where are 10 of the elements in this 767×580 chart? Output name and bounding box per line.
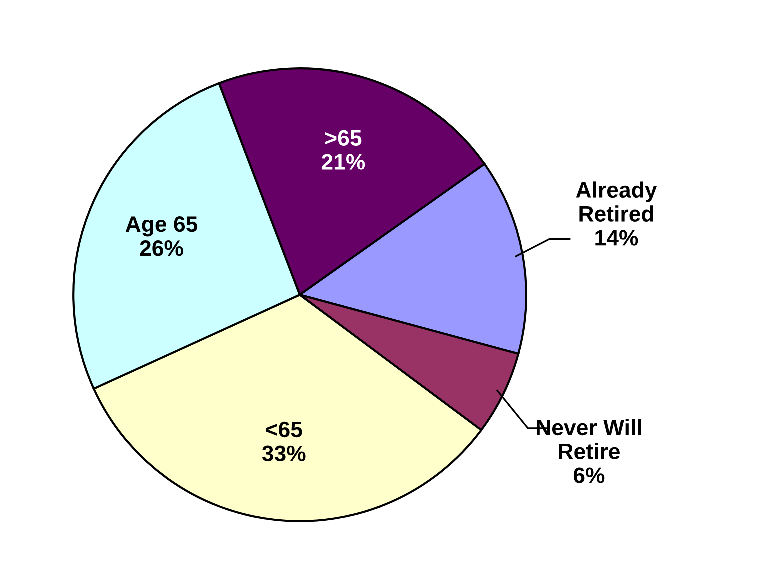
data-label: 21%: [322, 154, 366, 170]
slice-label: >65: [326, 130, 362, 146]
slice-label: Already Retired: [576, 182, 658, 222]
slice-label: <65: [266, 422, 302, 438]
data-label: 33%: [262, 446, 306, 462]
data-label: 14%: [596, 230, 638, 246]
data-label: 6%: [574, 468, 605, 484]
slice-label: Age 65: [126, 216, 198, 237]
slice-label: Never Will Retire: [537, 419, 642, 460]
data-label: 26%: [140, 240, 184, 256]
